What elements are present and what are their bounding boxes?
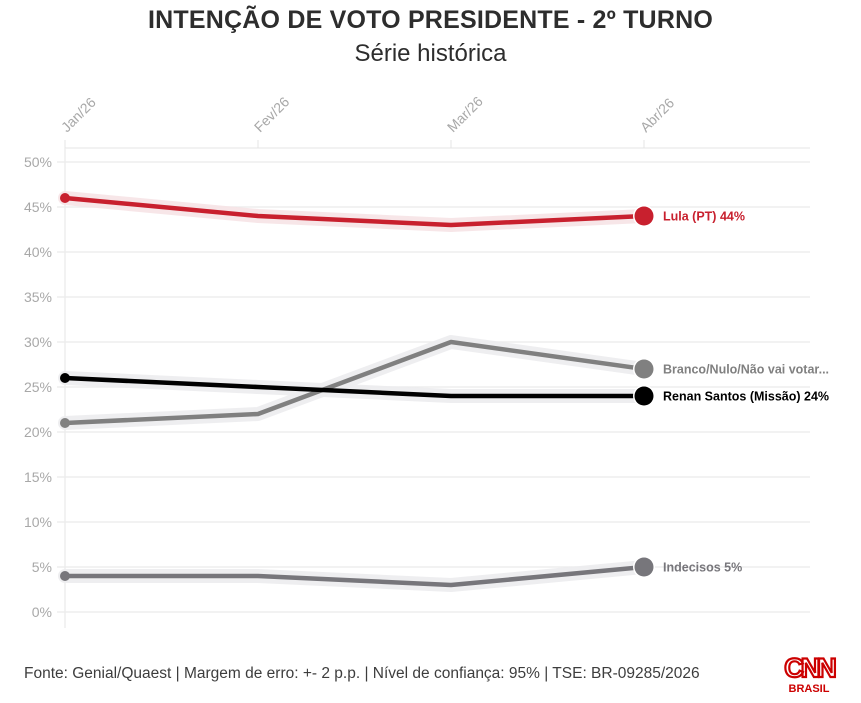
source-note: Fonte: Genial/Quaest | Margem de erro: +… [24,665,700,682]
chart-subtitle: Série histórica [354,40,507,67]
series-start-point [60,418,70,428]
x-tick-label: Jan/26 [58,94,99,135]
series-end-point [634,557,654,577]
series-end-label: Renan Santos (Missão) 24% [663,390,829,404]
line-chart: 0% 5% 10% 15% 20% 25% 30% 35% 40% 45% 50% Jan/26 Fe… [24,93,829,628]
series-end-point [634,386,654,406]
x-axis: Jan/26 Fev/26 Mar/26 Abr/26 [58,93,678,148]
logo-brand: CNN [784,653,835,683]
y-tick-label: 0% [32,604,52,620]
y-tick-label: 20% [24,424,52,440]
cnn-brasil-logo: CNN BRASIL [783,653,839,695]
series-start-point [60,193,70,203]
y-tick-label: 15% [24,469,52,485]
series-end-point [634,206,654,226]
x-tick-label: Abr/26 [637,94,678,135]
series-line [64,195,645,228]
series-start-point [60,571,70,581]
logo-sub: BRASIL [789,683,830,695]
series [58,191,655,592]
y-tick-label: 45% [24,199,52,215]
series-start-point [60,373,70,383]
series-end-point [634,359,654,379]
y-tick-label: 25% [24,379,52,395]
chart-title: INTENÇÃO DE VOTO PRESIDENTE - 2º TURNO [148,6,713,34]
y-tick-label: 10% [24,514,52,530]
series-line [64,339,645,426]
y-tick-label: 40% [24,244,52,260]
x-tick-label: Mar/26 [444,93,486,135]
end-labels: Lula (PT) 44% Branco/Nulo/Não vai votar..… [663,210,829,575]
series-line [64,375,644,399]
y-tick-label: 50% [24,154,52,170]
y-tick-label: 35% [24,289,52,305]
gridlines [57,147,810,628]
y-tick-label: 5% [32,559,52,575]
x-tick-label: Fev/26 [251,93,293,135]
y-tick-label: 30% [24,334,52,350]
series-end-label: Lula (PT) 44% [663,210,745,224]
series-end-label: Indecisos 5% [663,561,742,575]
y-axis: 0% 5% 10% 15% 20% 25% 30% 35% 40% 45% 50% [24,154,52,620]
series-line [65,564,645,588]
series-end-label: Branco/Nulo/Não vai votar... [663,363,829,377]
